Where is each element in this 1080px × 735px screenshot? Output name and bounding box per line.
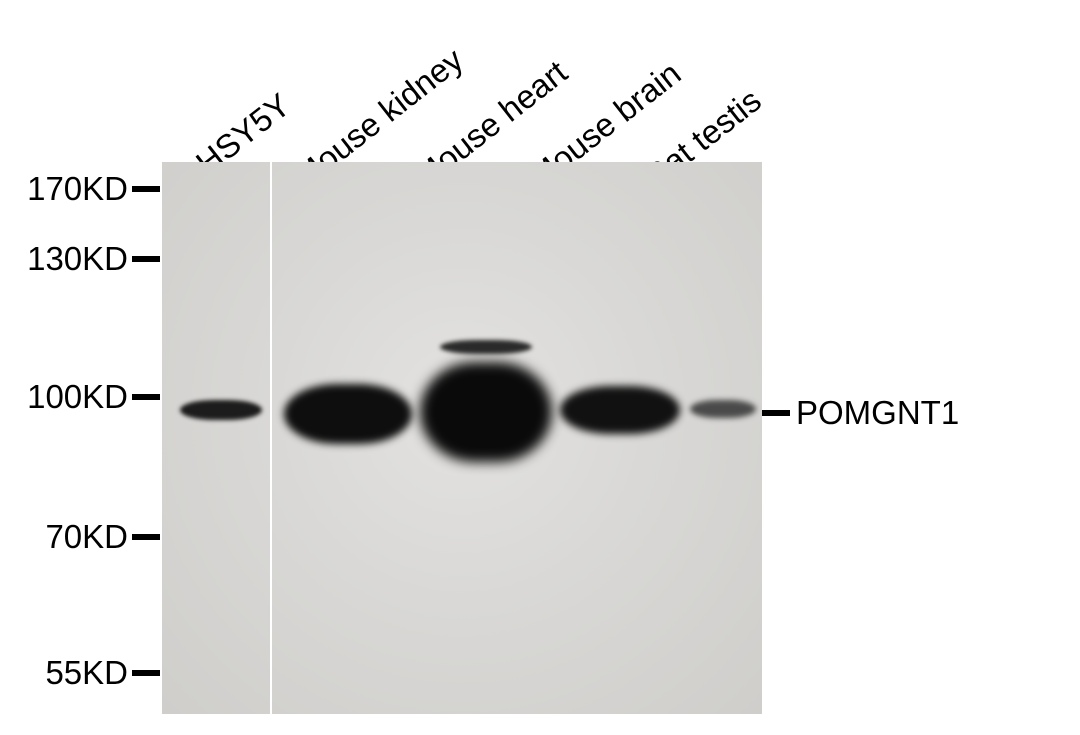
marker-label: 70KD xyxy=(8,518,128,556)
western-blot-figure: SHSY5YMouse kidneyMouse heartMouse brain… xyxy=(0,0,1080,735)
marker-tick xyxy=(132,186,160,192)
marker-row: 170KD xyxy=(8,170,160,208)
marker-row: 100KD xyxy=(8,378,160,416)
blot-band xyxy=(284,384,412,444)
marker-tick xyxy=(132,256,160,262)
lane-divider xyxy=(270,162,272,714)
blot-band xyxy=(560,386,680,434)
marker-label: 55KD xyxy=(8,654,128,692)
lane-labels: SHSY5YMouse kidneyMouse heartMouse brain… xyxy=(0,0,1080,180)
marker-tick xyxy=(132,394,160,400)
blot-band xyxy=(690,400,756,418)
marker-row: 130KD xyxy=(8,240,160,278)
blot-band xyxy=(180,400,262,420)
protein-name: POMGNT1 xyxy=(796,394,959,432)
marker-label: 130KD xyxy=(8,240,128,278)
marker-tick xyxy=(132,670,160,676)
marker-label: 100KD xyxy=(8,378,128,416)
blot-band xyxy=(420,362,552,462)
protein-label: POMGNT1 xyxy=(762,394,959,432)
protein-tick xyxy=(762,410,790,416)
marker-row: 70KD xyxy=(8,518,160,556)
marker-label: 170KD xyxy=(8,170,128,208)
blot-band xyxy=(440,340,532,354)
blot-area xyxy=(162,162,762,714)
marker-tick xyxy=(132,534,160,540)
marker-row: 55KD xyxy=(8,654,160,692)
